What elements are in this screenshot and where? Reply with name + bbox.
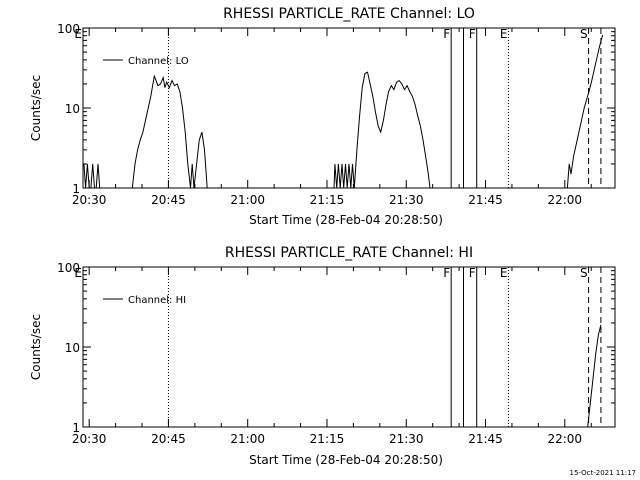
y-tick-label: 10 (65, 102, 80, 116)
chart-panel-lo: 20:30 20:45 21:00 21:15 21:30 21:45 22:00 1 10 10… (57, 22, 616, 207)
x-tick-label: 21:15 (310, 432, 345, 446)
chart-panel-hi: 20:30 20:45 21:00 21:15 21:30 21:45 22:00 1 10 10… (57, 261, 616, 446)
series-line (333, 71, 431, 189)
x-tick-label: 21:00 (230, 193, 265, 207)
event-marker-label: S (580, 27, 588, 41)
x-axis-label-hi: Start Time (28-Feb-04 20:28:50) (249, 453, 443, 467)
x-tick-label: 21:45 (468, 193, 503, 207)
event-marker-label: E (500, 27, 508, 41)
y-tick-label: 100 (57, 22, 80, 36)
x-tick-label: 21:30 (389, 432, 424, 446)
series-line (131, 74, 208, 189)
x-axis-label-lo: Start Time (28-Feb-04 20:28:50) (249, 213, 443, 227)
x-tick-label: 20:30 (72, 432, 107, 446)
y-tick-label: 1 (72, 421, 80, 435)
y-tick-label: 1 (72, 182, 80, 196)
chart-title-lo: RHESSI PARTICLE_RATE Channel: LO (223, 6, 475, 22)
y-axis-label-hi: Counts/sec (29, 314, 43, 380)
x-tick-label: 22:00 (547, 432, 582, 446)
x-tick-label: 20:30 (72, 193, 107, 207)
y-tick-label: 10 (65, 341, 80, 355)
y-tick-label: 100 (57, 261, 80, 275)
series-line (83, 163, 101, 189)
series-line (566, 34, 604, 189)
event-marker-label: E (500, 266, 508, 280)
x-tick-label: 21:30 (389, 193, 424, 207)
event-marker-label: F (443, 27, 450, 41)
x-tick-label: 20:45 (151, 432, 186, 446)
event-marker-label: E (74, 27, 82, 41)
series-line (587, 324, 602, 428)
chart-title-hi: RHESSI PARTICLE_RATE Channel: HI (225, 245, 473, 261)
x-tick-label: 22:00 (547, 193, 582, 207)
event-marker-label: F (443, 266, 450, 280)
x-tick-label: 21:15 (310, 193, 345, 207)
x-tick-label: 21:45 (468, 432, 503, 446)
y-axis-label-lo: Counts/sec (29, 75, 43, 141)
event-marker-label: F (469, 27, 476, 41)
event-marker-label: E (74, 266, 82, 280)
x-tick-label: 20:45 (151, 193, 186, 207)
footer-timestamp: 15-Oct-2021 11:17 (570, 469, 636, 477)
x-tick-label: 21:00 (230, 432, 265, 446)
legend-label: Channel: LO (128, 56, 189, 67)
event-marker-label: F (469, 266, 476, 280)
legend-label: Channel: HI (128, 295, 186, 306)
event-marker-label: S (580, 266, 588, 280)
